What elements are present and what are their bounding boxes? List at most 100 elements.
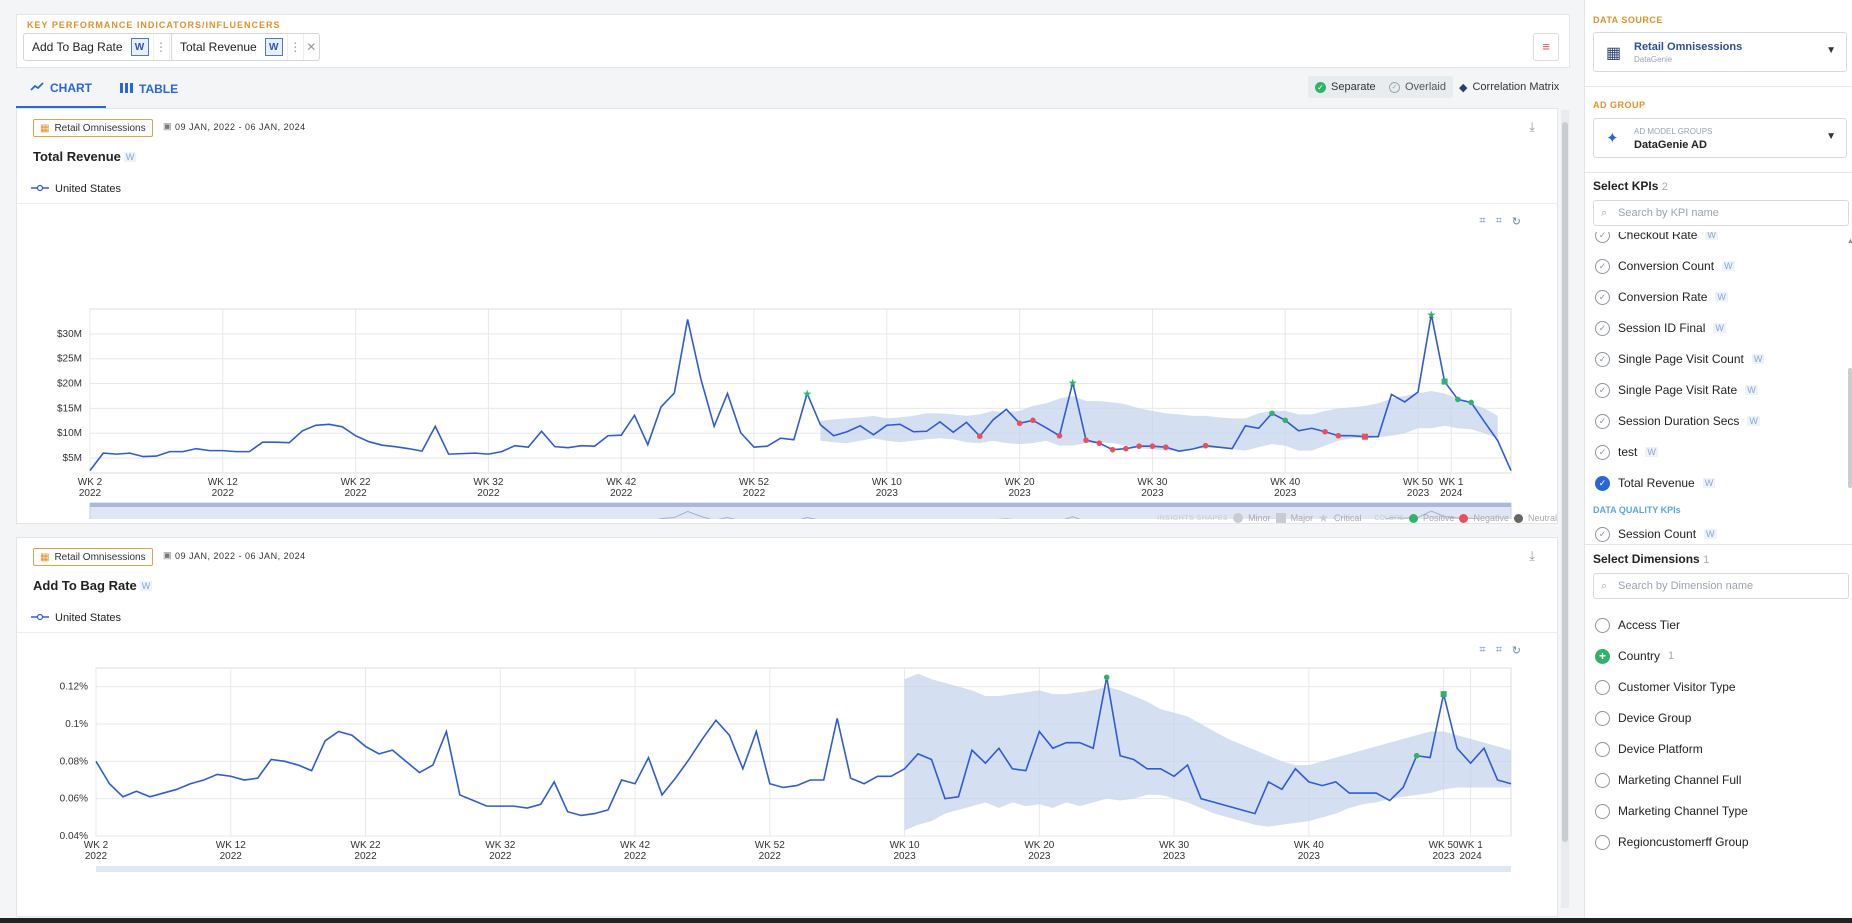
unchecked-icon[interactable]: ✓ <box>1595 289 1610 305</box>
positive-color-icon <box>1408 513 1418 523</box>
dimension-search-input[interactable]: ⌕ Search by Dimension name <box>1593 573 1849 599</box>
dimension-option[interactable]: Access Tier <box>1595 614 1680 636</box>
kpi-scroll-thumb[interactable] <box>1848 368 1852 488</box>
x-tick-year: 2023 <box>876 488 899 499</box>
crop-alt-icon[interactable]: ⌗ <box>1495 644 1502 656</box>
crop-alt-icon[interactable]: ⌗ <box>1495 215 1502 227</box>
anomaly-marker-minor <box>1083 437 1089 443</box>
unchecked-icon[interactable]: ✓ <box>1595 382 1610 398</box>
scroll-thumb[interactable] <box>1562 122 1568 842</box>
series-legend[interactable]: United States <box>31 612 121 624</box>
download-icon[interactable]: ⤓ <box>1529 548 1535 563</box>
dimension-option[interactable]: + Country 1 <box>1595 645 1674 667</box>
tab-chart-label: CHART <box>50 81 92 95</box>
y-tick-label: $5M <box>63 453 82 464</box>
x-tick-label: WK 2 <box>84 840 109 851</box>
radio-icon[interactable] <box>1595 834 1610 850</box>
kpi-option[interactable]: ✓ Conversion Rate W <box>1595 286 1728 308</box>
tab-table[interactable]: TABLE <box>106 70 192 108</box>
colors-label: COLORS <box>1374 514 1404 522</box>
separate-toggle[interactable]: ✓ Separate <box>1308 76 1383 98</box>
search-icon: ⌕ <box>1601 580 1608 592</box>
radio-icon[interactable] <box>1595 803 1610 819</box>
main-scrollbar[interactable] <box>1561 110 1569 908</box>
kpi-option[interactable]: ✓ Single Page Visit Rate W <box>1595 379 1758 401</box>
unchecked-icon[interactable]: ✓ <box>1595 351 1610 367</box>
y-tick-label: 0.06% <box>60 794 88 805</box>
unchecked-icon[interactable]: ✓ <box>1595 444 1610 460</box>
radio-icon[interactable] <box>1595 617 1610 633</box>
dimension-option[interactable]: Device Platform <box>1595 738 1703 760</box>
filter-icon[interactable]: ≡ <box>1533 33 1559 61</box>
y-tick-label: $15M <box>57 403 82 414</box>
kpi-option[interactable]: ✓ Conversion Count W <box>1595 255 1735 277</box>
kpi-search-input[interactable]: ⌕ Search by KPI name <box>1593 200 1849 226</box>
caret-down-icon: ▼ <box>1826 45 1836 56</box>
table-icon: ▦ <box>40 551 50 563</box>
kpi-option[interactable]: ✓ Checkout Rate W <box>1595 232 1718 246</box>
unchecked-icon[interactable]: ✓ <box>1595 413 1610 429</box>
refresh-icon[interactable]: ↻ <box>1511 216 1521 228</box>
kpi-option[interactable]: ✓ Session Count W <box>1595 523 1717 544</box>
add-circle-icon[interactable]: + <box>1595 648 1610 664</box>
radio-icon[interactable] <box>1595 679 1610 695</box>
scroll-up-icon[interactable]: ▲ <box>1847 238 1852 245</box>
source-chip[interactable]: ▦ Retail Omnisessions <box>33 548 153 566</box>
x-tick-year: 2024 <box>1440 488 1463 499</box>
crop-icon[interactable]: ⌗ <box>1479 644 1486 656</box>
more-icon[interactable]: ⋮ <box>152 34 169 60</box>
dimension-option[interactable]: Device Group <box>1595 707 1691 729</box>
x-tick-year: 2022 <box>610 488 633 499</box>
radio-icon[interactable] <box>1595 710 1610 726</box>
anomaly-marker-critical: ★ <box>1068 378 1078 390</box>
kpi-chip-total-revenue[interactable]: Total Revenue W ⋮ ✕ <box>171 33 320 61</box>
source-chip[interactable]: ▦ Retail Omnisessions <box>33 119 153 137</box>
divider <box>1585 544 1852 545</box>
w-badge: W <box>1715 292 1728 302</box>
y-tick-label: $30M <box>57 329 82 340</box>
download-icon[interactable]: ⤓ <box>1529 119 1535 134</box>
series-legend[interactable]: United States <box>31 183 121 195</box>
kpi-option[interactable]: ✓ test W <box>1595 441 1658 463</box>
crop-icon[interactable]: ⌗ <box>1479 215 1486 227</box>
kpi-list-scroll-indicator[interactable]: ▲ <box>1847 238 1852 502</box>
major-shape-icon <box>1275 513 1286 523</box>
anomaly-marker-minor <box>1123 445 1129 452</box>
x-tick-year: 2022 <box>79 488 102 499</box>
unchecked-icon[interactable]: ✓ <box>1595 320 1610 336</box>
series-line-icon <box>31 612 49 624</box>
panel-title-text: Total Revenue <box>33 149 121 164</box>
refresh-icon[interactable]: ↻ <box>1511 645 1521 657</box>
close-icon[interactable]: ✕ <box>302 34 319 60</box>
dimension-option[interactable]: Marketing Channel Type <box>1595 800 1748 822</box>
radio-icon[interactable] <box>1595 741 1610 757</box>
unchecked-icon[interactable]: ✓ <box>1595 526 1610 542</box>
kpi-chip-add-to-bag-rate[interactable]: Add To Bag Rate W ⋮ ✕ <box>23 33 186 61</box>
x-tick-year: 2024 <box>1459 851 1482 862</box>
more-icon[interactable]: ⋮ <box>286 34 303 60</box>
dimension-list: Access Tier + Country 1 Customer Visitor Typ… <box>1585 614 1852 874</box>
neutral-color-icon <box>1513 513 1523 523</box>
overlaid-toggle[interactable]: ✓ Overlaid <box>1382 76 1453 98</box>
correlation-matrix-button[interactable]: ◆ Correlation Matrix <box>1452 76 1566 98</box>
main-area: KEY PERFORMANCE INDICATORS/INFLUENCERS A… <box>16 14 1570 917</box>
dimension-option[interactable]: Customer Visitor Type <box>1595 676 1736 698</box>
anomaly-marker-major <box>1440 691 1447 698</box>
x-tick-label: WK 42 <box>620 840 650 851</box>
dimension-option[interactable]: Regioncustomerff Group <box>1595 831 1749 853</box>
radio-icon[interactable] <box>1595 772 1610 788</box>
unchecked-icon[interactable]: ✓ <box>1595 258 1610 274</box>
dimension-option[interactable]: Marketing Channel Full <box>1595 769 1741 791</box>
ad-group-dropdown[interactable]: ✦ AD MODEL GROUPS DataGenie AD ▼ <box>1593 118 1847 158</box>
checked-icon[interactable]: ✓ <box>1595 475 1610 491</box>
unchecked-icon[interactable]: ✓ <box>1595 232 1610 243</box>
minor-shape-icon <box>1233 513 1244 523</box>
kpi-option[interactable]: ✓ Single Page Visit Count W <box>1595 348 1765 370</box>
dimension-option-label: Device Group <box>1618 711 1692 725</box>
kpi-option[interactable]: ✓ Session ID Final W <box>1595 317 1726 339</box>
data-source-dropdown[interactable]: ▦ Retail Omnisessions DataGenie ▼ <box>1593 32 1847 72</box>
anomaly-marker-minor <box>1016 420 1023 427</box>
kpi-option[interactable]: ✓ Total Revenue W <box>1595 472 1716 494</box>
kpi-option[interactable]: ✓ Session Duration Secs W <box>1595 410 1760 432</box>
tab-chart[interactable]: CHART <box>16 70 106 108</box>
